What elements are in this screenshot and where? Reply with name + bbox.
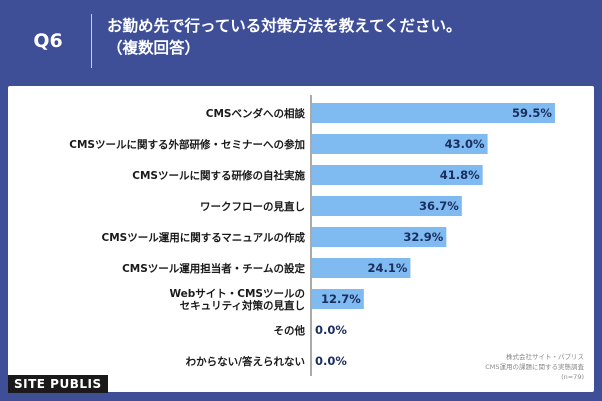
category-label: CMSベンダへの相談 — [206, 107, 306, 120]
value-label: 59.5% — [512, 106, 552, 120]
bar-row: CMSツールに関する研修の自社実施 41.8% — [132, 165, 483, 185]
category-label: CMSツール運用に関するマニュアルの作成 — [102, 231, 306, 244]
category-label: CMSツールに関する外部研修・セミナーへの参加 — [69, 138, 305, 151]
category-label: CMSツールに関する研修の自社実施 — [132, 169, 305, 182]
category-label: ワークフローの見直し — [200, 200, 305, 213]
source-survey-name: CMS運用の課題に関する実態調査 — [485, 363, 584, 371]
site-publis-logo: SITE PUBLIS — [8, 375, 108, 393]
bar-row: CMSツールに関する外部研修・セミナーへの参加 43.0% — [69, 134, 488, 154]
question-header: Q6 お勤め先で行っている対策方法を教えてください。 （複数回答） — [0, 0, 602, 82]
category-label: CMSツール運用担当者・チームの設定 — [122, 262, 305, 275]
value-label: 24.1% — [368, 261, 408, 275]
bar — [312, 227, 447, 247]
bar-row: CMSツール運用担当者・チームの設定 24.1% — [122, 258, 411, 278]
question-title: お勤め先で行っている対策方法を教えてください。 （複数回答） — [107, 15, 587, 59]
value-label: 0.0% — [315, 323, 347, 337]
category-label: その他 — [274, 324, 306, 337]
bar — [312, 258, 411, 278]
bar — [312, 289, 364, 309]
category-label: わからない/答えられない — [186, 355, 305, 368]
value-label: 12.7% — [321, 292, 361, 306]
bar — [312, 165, 483, 185]
value-label: 43.0% — [445, 137, 485, 151]
value-label: 0.0% — [315, 354, 347, 368]
bar — [312, 196, 462, 216]
header-divider — [91, 14, 92, 68]
bar-row: その他 0.0% — [274, 323, 348, 337]
chart-panel: CMSベンダへの相談 59.5% CMSツールに関する外部研修・セミナーへの参加 43… — [8, 86, 594, 392]
value-label: 32.9% — [403, 230, 443, 244]
value-label: 36.7% — [419, 199, 459, 213]
source-sample-size: (n=79) — [561, 373, 584, 381]
question-title-line1: お勤め先で行っている対策方法を教えてください。 — [107, 17, 462, 35]
question-title-line2: （複数回答） — [107, 39, 201, 57]
bar-row: Webサイト・CMSツールのセキュリティ対策の見直し 12.7% — [169, 288, 364, 312]
value-label: 41.8% — [440, 168, 480, 182]
bar — [312, 103, 555, 123]
source-note: 株式会社サイト・パブリス CMS運用の課題に関する実態調査 (n=79) — [485, 352, 584, 382]
bar-row: CMSベンダへの相談 59.5% — [206, 103, 555, 123]
category-label: Webサイト・CMSツールのセキュリティ対策の見直し — [169, 288, 305, 312]
source-company: 株式会社サイト・パブリス — [506, 353, 584, 361]
bar-row: わからない/答えられない 0.0% — [186, 354, 348, 368]
bar — [312, 134, 488, 154]
bar-chart: CMSベンダへの相談 59.5% CMSツールに関する外部研修・セミナーへの参加 43… — [69, 95, 555, 376]
question-number: Q6 — [33, 30, 63, 52]
bar-row: ワークフローの見直し 36.7% — [200, 196, 462, 216]
bar-row: CMSツール運用に関するマニュアルの作成 32.9% — [102, 227, 447, 247]
